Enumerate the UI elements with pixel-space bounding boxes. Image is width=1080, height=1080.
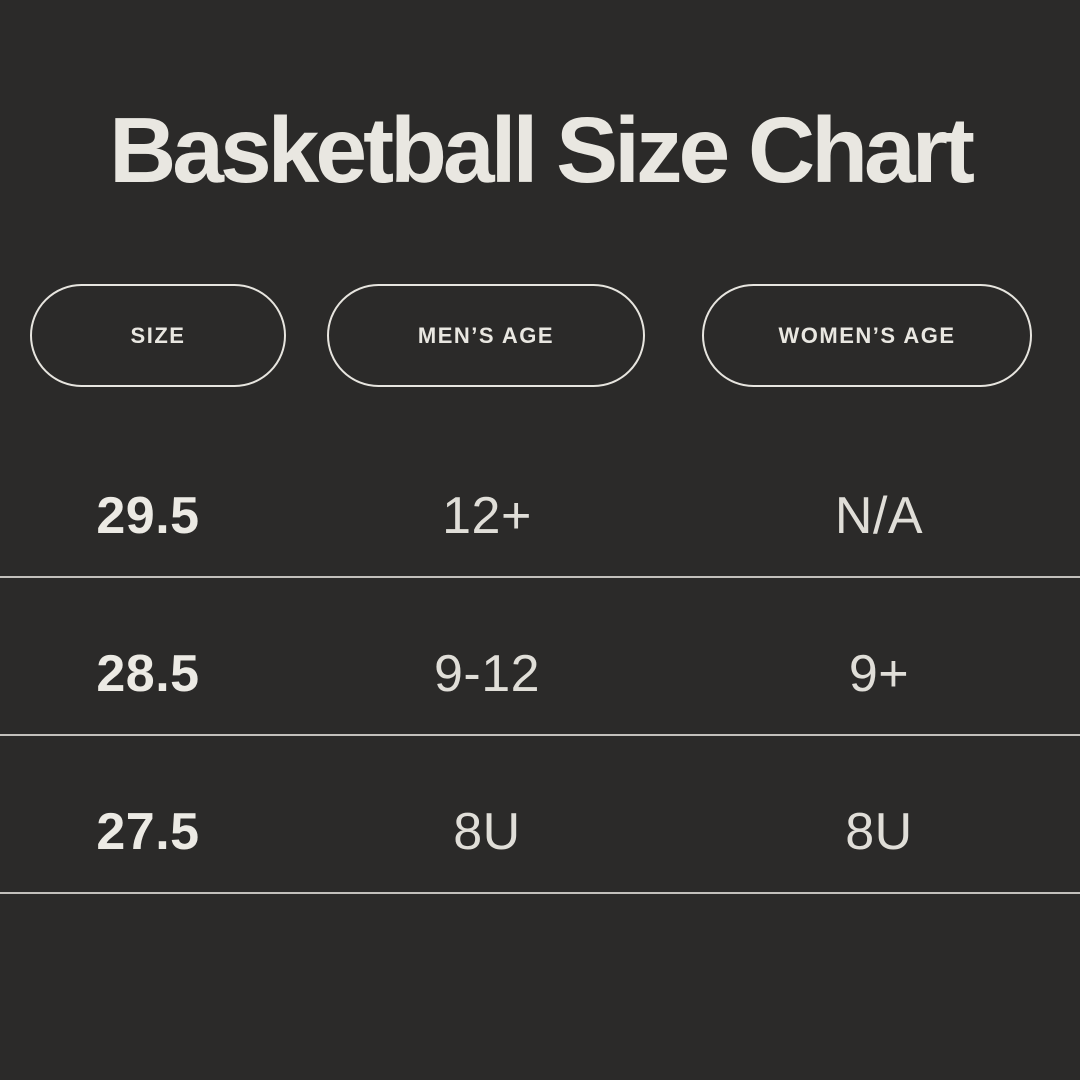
cell-mens-age: 12+: [442, 487, 532, 545]
table-row: 29.5 12+ N/A: [0, 420, 1080, 578]
cell-womens-age: 8U: [845, 803, 913, 861]
cell-mens-age: 8U: [453, 803, 521, 861]
column-header-label-size: SIZE: [130, 322, 186, 348]
cell-womens-age: 9+: [848, 645, 910, 703]
size-table-body: 29.5 12+ N/A 28.5 9-12 9+ 27.5 8U 8U: [0, 420, 1080, 894]
column-header-pill-womens-age: WOMEN’S AGE: [702, 284, 1032, 387]
column-header-label-womens-age: WOMEN’S AGE: [778, 322, 956, 348]
cell-mens-age: 9-12: [433, 645, 541, 703]
cell-womens-age: N/A: [834, 487, 924, 545]
column-header-pill-size: SIZE: [30, 284, 286, 387]
cell-size: 28.5: [96, 645, 200, 703]
cell-size: 27.5: [96, 803, 200, 861]
column-header-label-mens-age: MEN’S AGE: [417, 322, 555, 348]
table-row: 28.5 9-12 9+: [0, 578, 1080, 736]
page-title: Basketball Size Chart: [109, 98, 975, 202]
cell-size: 29.5: [96, 487, 200, 545]
column-header-pill-mens-age: MEN’S AGE: [327, 284, 645, 387]
table-row: 27.5 8U 8U: [0, 736, 1080, 894]
